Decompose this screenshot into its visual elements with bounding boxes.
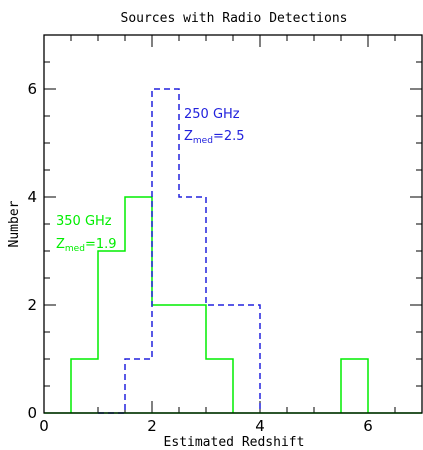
y-axis-label: Number [7, 200, 22, 247]
series-250-median: Zmed=2.5 [184, 129, 245, 146]
y-tick-label: 0 [27, 404, 37, 422]
y-tick-label: 4 [27, 188, 37, 206]
x-tick-label: 0 [39, 417, 49, 435]
plot-frame [43, 34, 423, 414]
x-axis-label: Estimated Redshift [164, 435, 305, 450]
x-tick-label: 4 [255, 417, 265, 435]
y-tick-label: 6 [27, 80, 37, 98]
series-350-median: Zmed=1.9 [56, 237, 117, 254]
series-250-histogram [98, 88, 261, 414]
y-tick-label: 2 [27, 296, 37, 314]
tick-labels: 0 2 4 6 0 2 4 6 [27, 80, 372, 435]
x-tick-label: 2 [147, 417, 157, 435]
x-tick-label: 6 [363, 417, 373, 435]
chart-title: Sources with Radio Detections [121, 11, 348, 26]
series-350-label: 350 GHz [56, 214, 112, 229]
series-250-label: 250 GHz [184, 107, 240, 122]
